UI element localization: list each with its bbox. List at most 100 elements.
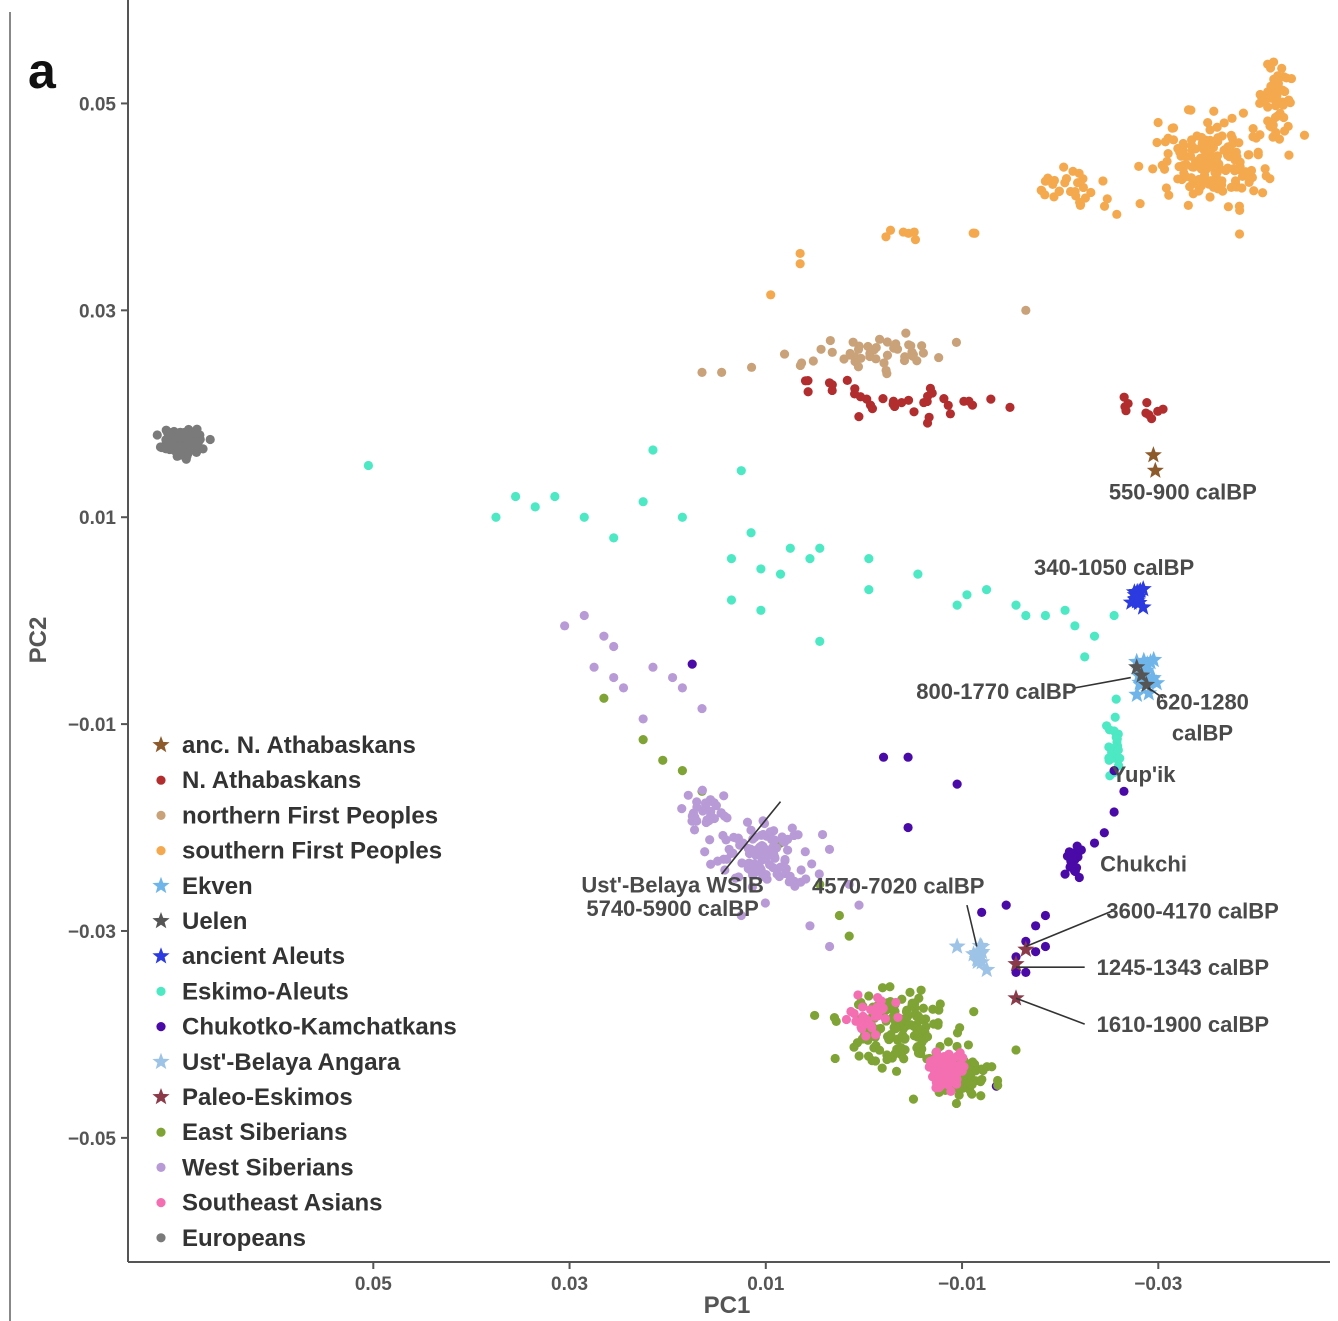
data-point	[815, 879, 825, 890]
data-point	[870, 1012, 881, 1022]
data-point	[1168, 123, 1179, 133]
legend-item: Ust'-Belaya Angara	[152, 1049, 401, 1076]
data-point	[870, 1056, 881, 1066]
data-point	[1255, 98, 1265, 109]
data-point	[900, 352, 910, 362]
annotation-leader-line	[1025, 909, 1115, 948]
data-point	[758, 816, 768, 826]
data-point	[697, 785, 707, 795]
data-point-star	[948, 937, 966, 954]
data-point	[638, 735, 648, 745]
annotation-label: 340-1050 calBP	[1034, 555, 1194, 580]
data-point	[909, 227, 919, 237]
data-point	[831, 1016, 841, 1027]
data-point	[1299, 130, 1310, 140]
data-point	[854, 412, 864, 422]
data-points	[152, 57, 1310, 1109]
data-point	[873, 992, 883, 1003]
data-point	[954, 1090, 964, 1100]
legend: anc. N. Athabaskans N. Athabaskans norther…	[152, 732, 457, 1252]
data-point	[913, 569, 923, 579]
data-point	[917, 341, 927, 351]
data-point	[910, 235, 921, 245]
data-point	[1205, 125, 1215, 135]
data-point	[850, 384, 860, 394]
data-point	[1203, 118, 1213, 128]
data-point	[899, 1054, 909, 1064]
legend-item: northern First Peoples	[156, 802, 438, 829]
data-point	[1070, 187, 1080, 197]
data-point	[934, 352, 944, 363]
data-point	[728, 848, 738, 858]
data-point-star	[1122, 593, 1140, 610]
legend-label: Eskimo-Aleuts	[182, 978, 349, 1005]
data-point	[746, 825, 756, 835]
legend-dot-marker	[156, 1022, 166, 1032]
data-point	[815, 543, 825, 553]
data-point	[1279, 112, 1289, 123]
data-point	[805, 921, 815, 931]
data-point	[1230, 176, 1241, 186]
data-point	[182, 451, 192, 461]
data-point	[874, 1045, 885, 1055]
data-point	[1219, 118, 1229, 128]
data-point	[842, 375, 852, 385]
data-point	[898, 227, 908, 237]
data-point	[1080, 193, 1090, 203]
data-point	[880, 1014, 890, 1024]
data-point	[1163, 149, 1173, 159]
data-point	[692, 797, 702, 807]
annotation-label: 5740-5900 calBP	[586, 896, 758, 921]
data-point	[589, 662, 599, 672]
data-point	[726, 553, 737, 564]
annotation-label: Chukchi	[1100, 852, 1187, 877]
legend-dot-marker	[156, 1127, 166, 1137]
legend-dot-marker	[156, 1162, 166, 1172]
data-point	[1234, 229, 1245, 239]
data-point	[853, 990, 863, 1000]
data-point	[785, 543, 795, 553]
data-point	[717, 367, 727, 377]
data-point-star	[1128, 658, 1146, 675]
data-point	[1205, 192, 1215, 202]
legend-item: Chukotko-Kamchatkans	[156, 1014, 457, 1041]
data-point-star	[1142, 653, 1160, 670]
data-point	[689, 825, 700, 835]
annotation-label: 1610-1900 calBP	[1097, 1012, 1269, 1037]
data-point	[1112, 734, 1122, 744]
data-point	[780, 856, 790, 866]
data-point	[841, 1014, 852, 1025]
legend-label: Southeast Asians	[182, 1190, 383, 1217]
legend-item: anc. N. Athabaskans	[152, 732, 416, 759]
data-point	[952, 779, 962, 789]
data-point	[834, 910, 844, 921]
data-point	[947, 1054, 958, 1064]
data-point	[824, 844, 835, 854]
data-point	[1040, 910, 1051, 921]
data-point	[700, 847, 710, 857]
y-tick-label: −0.05	[68, 1129, 117, 1150]
data-point	[993, 1080, 1003, 1090]
data-point	[882, 350, 893, 360]
data-point	[986, 394, 996, 404]
data-point	[733, 872, 743, 882]
data-point	[1265, 63, 1276, 73]
legend-item: N. Athabaskans	[156, 767, 361, 794]
data-point	[756, 564, 766, 574]
legend-item: Eskimo-Aleuts	[156, 978, 349, 1005]
data-point	[1235, 157, 1245, 167]
data-point	[935, 999, 945, 1009]
data-point-star	[1134, 598, 1152, 615]
data-point	[648, 662, 658, 672]
data-point	[1021, 305, 1031, 315]
annotation-label: calBP	[1172, 720, 1233, 745]
data-point	[1192, 131, 1202, 141]
annotation-label: 1245-1343 calBP	[1097, 955, 1269, 980]
data-point	[1076, 845, 1086, 855]
data-point	[733, 834, 743, 844]
data-point	[697, 367, 707, 377]
data-point	[1102, 194, 1112, 204]
data-point	[928, 1004, 938, 1014]
data-point	[677, 804, 687, 814]
data-point	[1054, 186, 1064, 197]
